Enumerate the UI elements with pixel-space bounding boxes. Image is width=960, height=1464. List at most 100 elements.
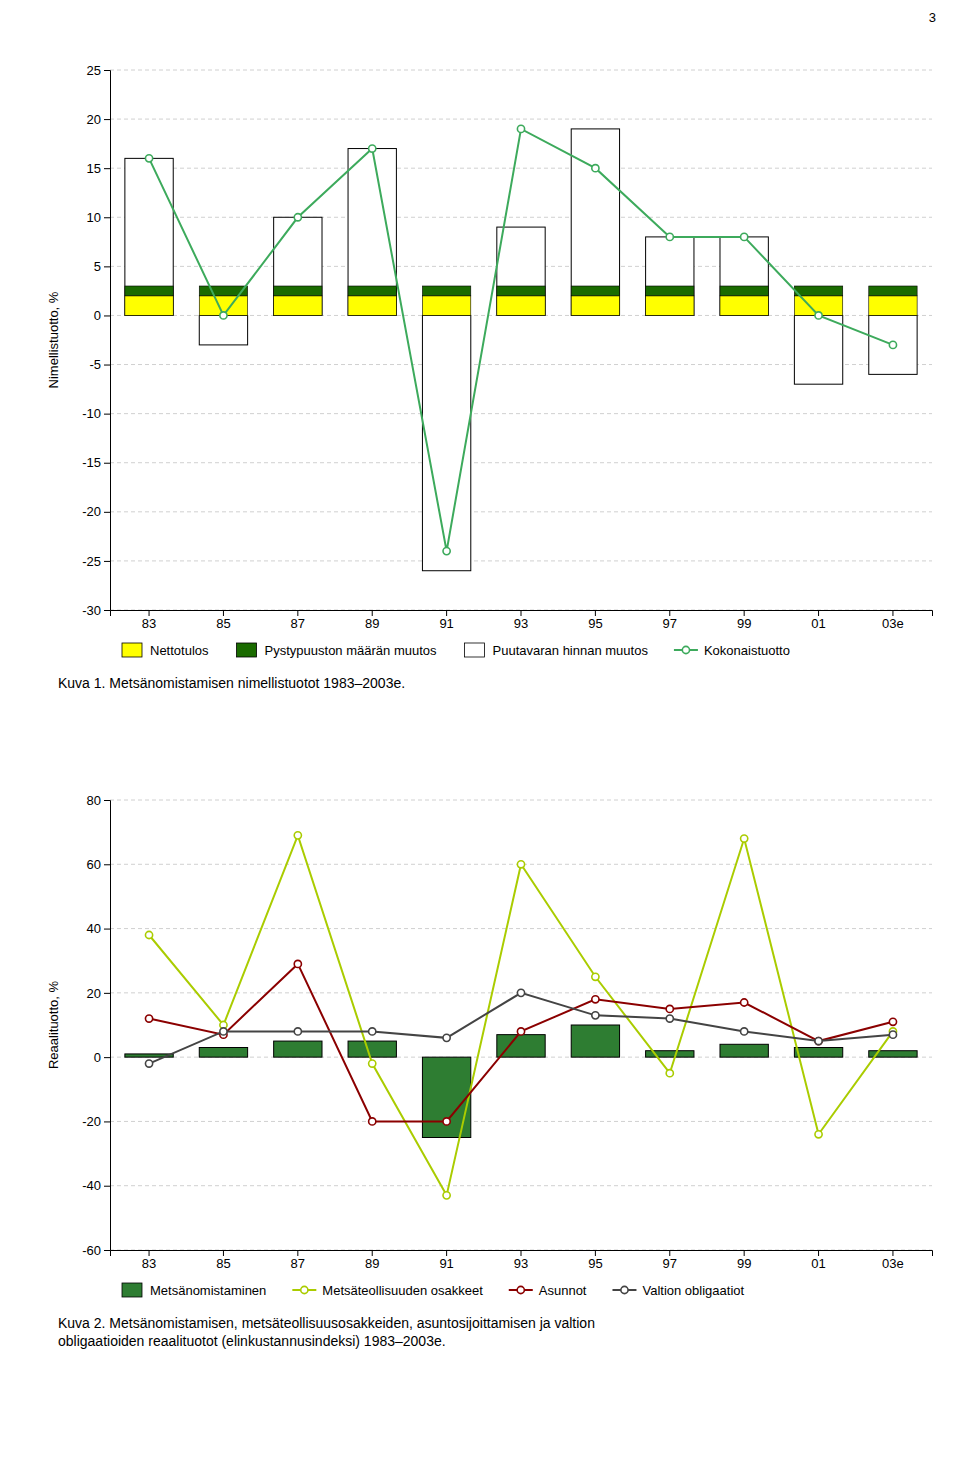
marker: [666, 1005, 673, 1012]
tick: 20: [87, 986, 110, 1001]
bar: [199, 315, 247, 344]
tick-label: 83: [142, 1256, 156, 1271]
tick: 93: [514, 1250, 528, 1271]
marker: [517, 989, 524, 996]
tick: -20: [82, 504, 110, 519]
grid-line: [110, 1121, 932, 1122]
line-series: [145, 960, 896, 1125]
tick: 01: [811, 1250, 825, 1271]
bar: [199, 1048, 247, 1058]
marker: [220, 312, 227, 319]
marker: [741, 1028, 748, 1035]
marker: [145, 931, 152, 938]
tick: 85: [216, 1250, 230, 1271]
tick: 95: [588, 1250, 602, 1271]
tick-mark: [372, 610, 373, 616]
bar: [646, 237, 694, 316]
bar: [497, 227, 545, 315]
bar-segment: [497, 296, 545, 316]
x-axis: 8385878991939597990103e: [111, 1250, 933, 1271]
tick: 97: [663, 1250, 677, 1271]
grid-line: [110, 1185, 932, 1186]
tick-label: 20: [87, 986, 101, 1001]
tick-mark: [818, 1250, 819, 1256]
line: [149, 129, 893, 551]
tick-mark: [104, 266, 110, 267]
tick-label: 25: [87, 63, 101, 78]
marker: [592, 996, 599, 1003]
bar-series: [125, 1025, 917, 1138]
bar-series: [125, 129, 917, 571]
bar: [422, 1057, 470, 1137]
bar-segment: [794, 286, 842, 296]
tick-mark: [595, 610, 596, 616]
tick-mark: [104, 1121, 110, 1122]
legend-item: Asunnot: [509, 1283, 587, 1298]
tick-label: -40: [82, 1178, 101, 1193]
tick-mark: [104, 365, 110, 366]
legend: MetsänomistaminenMetsäteollisuuden osakk…: [122, 1283, 745, 1298]
tick: 03e: [882, 1250, 904, 1271]
tick: 89: [365, 1250, 379, 1271]
tick-mark: [446, 610, 447, 616]
tick: 99: [737, 610, 751, 631]
tick-label: 0: [94, 1050, 101, 1065]
marker: [443, 547, 450, 554]
bar: [422, 315, 470, 570]
tick-mark: [104, 800, 110, 801]
grid-line: [110, 413, 932, 414]
bar: [274, 1041, 322, 1057]
marker: [741, 835, 748, 842]
tick: -15: [82, 455, 110, 470]
bar-segment: [274, 286, 322, 296]
tick-mark: [104, 610, 110, 611]
tick-label: 95: [588, 616, 602, 631]
tick: 5: [94, 259, 110, 274]
line: [149, 964, 893, 1121]
marker: [369, 1028, 376, 1035]
y-axis-title: Reaalituotto, %: [46, 980, 61, 1069]
bar: [348, 149, 396, 316]
tick-mark: [104, 1057, 110, 1058]
marker: [592, 1012, 599, 1019]
marker: [145, 1060, 152, 1067]
bar-segment: [571, 296, 619, 316]
legend-label: Valtion obligaatiot: [642, 1283, 744, 1298]
legend-item: Valtion obligaatiot: [612, 1283, 744, 1298]
tick: 91: [439, 610, 453, 631]
tick-label: 83: [142, 616, 156, 631]
tick-mark: [892, 1250, 893, 1256]
marker: [443, 1192, 450, 1199]
marker: [369, 145, 376, 152]
tick-label: 87: [291, 1256, 305, 1271]
legend-label: Puutavaran hinnan muutos: [493, 643, 649, 658]
tick-mark: [223, 1250, 224, 1256]
bar: [571, 1025, 619, 1057]
marker: [517, 1028, 524, 1035]
tick: 85: [216, 610, 230, 631]
tick: 83: [142, 610, 156, 631]
tick: 97: [663, 610, 677, 631]
marker: [294, 214, 301, 221]
tick: -25: [82, 554, 110, 569]
tick-label: 10: [87, 210, 101, 225]
tick-mark: [104, 561, 110, 562]
tick-mark: [104, 1250, 110, 1251]
marker: [741, 999, 748, 1006]
marker: [294, 832, 301, 839]
bar: [720, 1044, 768, 1057]
tick-label: -60: [82, 1243, 101, 1258]
tick: 87: [291, 610, 305, 631]
tick: -60: [82, 1243, 110, 1258]
tick-mark: [818, 610, 819, 616]
legend-item: Puutavaran hinnan muutos: [465, 643, 649, 658]
tick-mark: [372, 1250, 373, 1256]
marker: [592, 973, 599, 980]
page: 3-30-25-20-15-10-50510152025838587899193…: [0, 0, 960, 1464]
legend-swatch: [301, 1286, 308, 1293]
tick-label: 03e: [882, 616, 904, 631]
bar-segment: [869, 286, 917, 296]
line: [149, 993, 893, 1064]
marker: [889, 1018, 896, 1025]
legend-swatch: [621, 1286, 628, 1293]
